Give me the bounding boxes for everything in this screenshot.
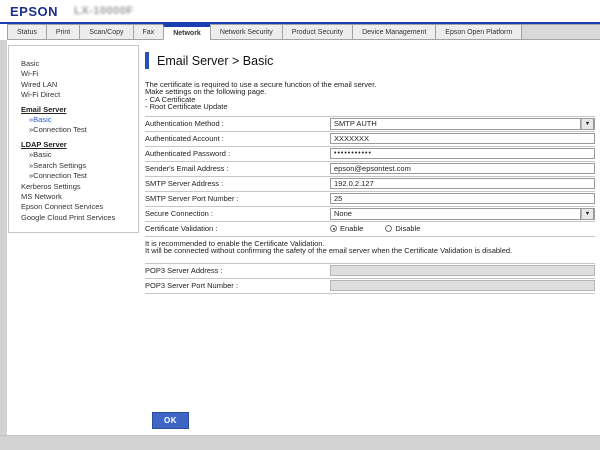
- smtp-server-address-input[interactable]: [330, 178, 595, 190]
- pop3-server-address-label: POP3 Server Address :: [145, 266, 223, 276]
- sidebar-item-basic[interactable]: Basic: [21, 59, 40, 68]
- form-row-pop3-server-port: POP3 Server Port Number :: [145, 279, 595, 294]
- form-row-pop3-server-address: POP3 Server Address :: [145, 264, 595, 279]
- header-accent-line: [0, 22, 600, 24]
- pop3-server-port-input: [330, 280, 595, 292]
- title-accent-bar: [145, 52, 149, 69]
- network-sidebar: Basic Wi-Fi Wired LAN Wi-Fi Direct Email…: [8, 45, 139, 233]
- certificate-validation-label: Certificate Validation :: [145, 224, 218, 234]
- secure-connection-select[interactable]: None ▼: [330, 207, 595, 220]
- tab-print[interactable]: Print: [45, 24, 81, 40]
- tab-scan-copy[interactable]: Scan/Copy: [79, 24, 134, 40]
- sidebar-item-wired-lan[interactable]: Wired LAN: [21, 79, 58, 89]
- note-line-1: It is recommended to enable the Certific…: [145, 238, 325, 248]
- sender-email-input[interactable]: [330, 163, 595, 175]
- epson-logo: EPSON: [10, 4, 59, 19]
- intro-text: The certificate is required to use a sec…: [145, 81, 595, 111]
- page-title: Email Server > Basic: [157, 53, 274, 68]
- certificate-validation-disable-radio[interactable]: [385, 225, 393, 233]
- authenticated-account-input[interactable]: [330, 133, 595, 145]
- form-row-sender-email: Sender's Email Address :: [145, 162, 595, 177]
- form-row-smtp-server-address: SMTP Server Address :: [145, 177, 595, 192]
- note-line-2: It will be connected without confirming …: [145, 246, 513, 256]
- authenticated-account-label: Authenticated Account :: [145, 134, 224, 144]
- form-row-smtp-server-port: SMTP Server Port Number :: [145, 192, 595, 207]
- authenticated-password-label: Authenticated Password :: [145, 149, 231, 159]
- sidebar-item-ldap-basic[interactable]: »Basic: [29, 150, 52, 160]
- certificate-validation-enable-radio[interactable]: [330, 225, 337, 233]
- certificate-validation-note: It is recommended to enable the Certific…: [145, 237, 595, 258]
- certificate-validation-enable-label[interactable]: Enable: [340, 224, 364, 234]
- intro-line-4: - Root Certificate Update: [145, 102, 228, 112]
- printer-model-label: LX-10000F: [74, 5, 134, 17]
- smtp-server-port-label: SMTP Server Port Number :: [145, 194, 239, 204]
- certificate-validation-disable-label[interactable]: Disable: [395, 224, 421, 234]
- sidebar-item-ldap-search-settings[interactable]: »Search Settings: [29, 160, 87, 170]
- tab-status[interactable]: Status: [7, 24, 47, 40]
- tab-bar: Status Print Scan/Copy Fax Network Netwo…: [0, 24, 600, 40]
- sidebar-item-ldap-connection-test[interactable]: »Connection Test: [29, 171, 87, 181]
- tab-device-management[interactable]: Device Management: [352, 24, 437, 40]
- ok-button[interactable]: OK: [152, 412, 189, 429]
- intro-line-3: - CA Certificate: [145, 94, 196, 104]
- pop3-server-port-label: POP3 Server Port Number :: [145, 281, 238, 291]
- sidebar-item-email-server-connection-test[interactable]: »Connection Test: [29, 125, 87, 135]
- email-server-form: Authentication Method : SMTP AUTH ▼ Auth…: [145, 115, 595, 237]
- chevron-down-icon[interactable]: ▼: [580, 117, 594, 130]
- sidebar-item-google-cloud-print-services[interactable]: Google Cloud Print Services: [21, 212, 116, 222]
- page-title-row: Email Server > Basic: [145, 52, 595, 69]
- header: EPSON LX-10000F: [0, 0, 600, 22]
- form-row-authenticated-password: Authenticated Password :: [145, 147, 595, 162]
- tab-network-security[interactable]: Network Security: [209, 24, 283, 40]
- authenticated-password-input[interactable]: [330, 148, 595, 160]
- sidebar-group-ldap-server[interactable]: LDAP Server: [21, 139, 67, 149]
- main-content: Email Server > Basic The certificate is …: [145, 45, 595, 294]
- authentication-method-value: SMTP AUTH: [334, 119, 377, 129]
- pop3-server-address-input: [330, 265, 595, 277]
- tab-epson-open-platform[interactable]: Epson Open Platform: [435, 24, 523, 40]
- tab-bar-filler: [521, 24, 600, 40]
- form-row-authentication-method: Authentication Method : SMTP AUTH ▼: [145, 117, 595, 132]
- intro-line-1: The certificate is required to use a sec…: [145, 80, 377, 89]
- sidebar-item-email-server-basic[interactable]: »Basic: [29, 115, 52, 125]
- chevron-down-icon[interactable]: ▼: [580, 207, 594, 220]
- authentication-method-label: Authentication Method :: [145, 119, 224, 129]
- form-row-secure-connection: Secure Connection : None ▼: [145, 207, 595, 222]
- secure-connection-value: None: [334, 209, 352, 219]
- left-edge-strip: [0, 40, 7, 435]
- form-row-certificate-validation: Certificate Validation : Enable Disable: [145, 222, 595, 237]
- authentication-method-select[interactable]: SMTP AUTH ▼: [330, 117, 595, 130]
- intro-line-2: Make settings on the following page.: [145, 87, 267, 97]
- tab-network[interactable]: Network: [163, 24, 211, 40]
- smtp-server-port-input[interactable]: [330, 193, 595, 205]
- sidebar-item-wifi[interactable]: Wi-Fi: [21, 69, 39, 79]
- sender-email-label: Sender's Email Address :: [145, 164, 229, 174]
- sidebar-item-wifi-direct[interactable]: Wi-Fi Direct: [21, 90, 61, 100]
- pop3-form: POP3 Server Address : POP3 Server Port N…: [145, 262, 595, 294]
- tab-fax[interactable]: Fax: [132, 24, 165, 40]
- sidebar-item-kerberos-settings[interactable]: Kerberos Settings: [21, 181, 81, 191]
- secure-connection-label: Secure Connection :: [145, 209, 213, 219]
- form-row-authenticated-account: Authenticated Account :: [145, 132, 595, 147]
- footer-strip: [0, 435, 600, 450]
- sidebar-item-ms-network[interactable]: MS Network: [21, 191, 62, 201]
- smtp-server-address-label: SMTP Server Address :: [145, 179, 224, 189]
- sidebar-item-epson-connect-services[interactable]: Epson Connect Services: [21, 202, 104, 212]
- tab-product-security[interactable]: Product Security: [281, 24, 354, 40]
- sidebar-group-email-server[interactable]: Email Server: [21, 104, 67, 114]
